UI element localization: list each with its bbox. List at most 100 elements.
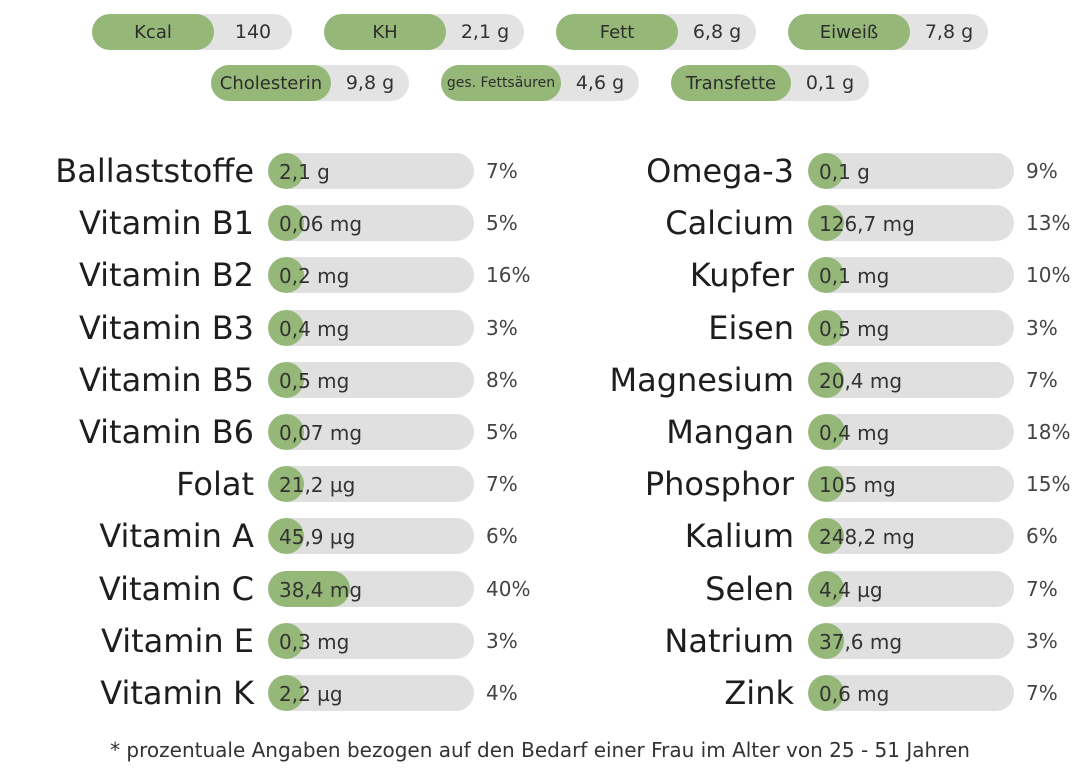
- summary-pill-transfette: Transfette 0,1 g: [671, 65, 869, 101]
- nutrient-amount: 0,4 mg: [819, 420, 890, 445]
- nutrient-amount: 0,06 mg: [279, 212, 363, 237]
- summary-pill-fett: Fett 6,8 g: [556, 14, 756, 50]
- nutrient-percent: 7%: [486, 472, 518, 497]
- nutrient-percent: 3%: [486, 628, 518, 653]
- nutrient-bar-fill: [268, 674, 304, 711]
- summary-label: Eiweiß: [788, 14, 910, 50]
- summary-value: 7,8 g: [924, 21, 974, 43]
- nutrient-row: Vitamin B1 0,06 mg 5%: [0, 204, 540, 256]
- nutrient-name: Vitamin E: [101, 621, 254, 660]
- nutrient-amount: 20,4 mg: [819, 368, 903, 393]
- nutrient-row: Kalium 248,2 mg 6%: [540, 517, 1080, 569]
- nutrient-amount: 0,4 mg: [279, 316, 350, 341]
- nutrient-amount: 0,3 mg: [279, 629, 350, 654]
- nutrient-amount: 0,5 mg: [279, 368, 350, 393]
- nutrient-amount: 21,2 µg: [279, 473, 356, 498]
- nutrient-row: Ballaststoffe 2,1 g 7%: [0, 152, 540, 204]
- nutrient-bar: 2,1 g: [268, 153, 474, 189]
- nutrient-name: Vitamin A: [99, 517, 254, 556]
- nutrient-percent: 40%: [486, 576, 531, 601]
- nutrient-bar: 0,3 mg: [268, 622, 474, 659]
- nutrient-name: Vitamin C: [98, 569, 254, 608]
- nutrient-bar: 2,2 µg: [268, 674, 474, 711]
- nutrient-amount: 0,2 mg: [279, 264, 350, 289]
- nutrient-amount: 0,1 g: [819, 160, 870, 184]
- summary-pill-cholesterin: Cholesterin 9,8 g: [211, 65, 409, 101]
- nutrient-name: Kalium: [684, 517, 794, 556]
- nutrient-bar-fill: [268, 205, 304, 242]
- nutrient-percent: 3%: [1026, 628, 1058, 653]
- nutrient-row: Selen 4,4 µg 7%: [540, 570, 1080, 622]
- nutrient-name: Zink: [724, 673, 794, 712]
- nutrient-bar-fill: [268, 570, 350, 607]
- nutrient-name: Mangan: [666, 412, 794, 451]
- nutrient-amount: 105 mg: [819, 473, 896, 498]
- nutrient-name: Kupfer: [689, 256, 794, 295]
- nutrient-name: Vitamin K: [100, 673, 254, 712]
- nutrient-amount: 0,6 mg: [819, 681, 890, 706]
- nutrient-row: Calcium 126,7 mg 13%: [540, 204, 1080, 256]
- nutrient-bar-fill: [268, 309, 304, 346]
- summary-row-2: Cholesterin 9,8 g ges. Fettsäuren 4,6 g …: [0, 65, 1080, 101]
- nutrient-percent: 3%: [486, 315, 518, 340]
- summary-value: 2,1 g: [460, 21, 510, 43]
- nutrient-name: Vitamin B2: [78, 256, 254, 295]
- nutrient-bar: 4,4 µg: [808, 570, 1014, 607]
- nutrient-percent: 7%: [1026, 367, 1058, 392]
- nutrient-percent: 18%: [1026, 419, 1071, 444]
- nutrient-row: Kupfer 0,1 mg 10%: [540, 256, 1080, 308]
- nutrient-percent: 15%: [1026, 472, 1071, 497]
- nutrient-row: Magnesium 20,4 mg 7%: [540, 361, 1080, 413]
- nutrient-percent: 7%: [1026, 680, 1058, 705]
- nutrient-bar-fill: [268, 413, 304, 450]
- summary-label: Cholesterin: [211, 65, 331, 101]
- nutrient-name: Omega-3: [646, 152, 794, 190]
- nutrient-amount: 45,9 µg: [279, 525, 356, 550]
- nutrient-bar-fill: [268, 466, 304, 503]
- summary-value: 0,1 g: [805, 72, 855, 94]
- summary-value: 4,6 g: [575, 72, 625, 94]
- nutrient-bar: 105 mg: [808, 466, 1014, 503]
- summary-value: 9,8 g: [345, 72, 395, 94]
- nutrient-row: Zink 0,6 mg 7%: [540, 674, 1080, 726]
- nutrient-percent: 7%: [486, 159, 518, 183]
- nutrient-bar: 0,1 mg: [808, 257, 1014, 294]
- nutrient-column-left: Ballaststoffe 2,1 g 7% Vitamin B1 0,06 mg 5% V…: [0, 152, 540, 726]
- nutrient-row: Vitamin B2 0,2 mg 16%: [0, 256, 540, 308]
- nutrient-name: Ballaststoffe: [55, 152, 254, 190]
- nutrient-amount: 0,1 mg: [819, 264, 890, 289]
- nutrient-percent: 8%: [486, 367, 518, 392]
- nutrient-row: Vitamin E 0,3 mg 3%: [0, 622, 540, 674]
- nutrient-amount: 37,6 mg: [819, 629, 903, 654]
- nutrient-bar: 20,4 mg: [808, 361, 1014, 398]
- nutrient-percent: 16%: [486, 263, 531, 288]
- nutrient-name: Vitamin B1: [78, 204, 254, 243]
- nutrient-bar-fill: [808, 622, 844, 659]
- nutrient-row: Vitamin K 2,2 µg 4%: [0, 674, 540, 726]
- nutrient-bar-fill: [268, 153, 304, 189]
- nutrient-name: Vitamin B6: [78, 412, 254, 451]
- nutrient-name: Eisen: [708, 308, 794, 347]
- summary-pill-eiweiss: Eiweiß 7,8 g: [788, 14, 988, 50]
- nutrient-bar: 248,2 mg: [808, 518, 1014, 555]
- nutrient-row: Vitamin A 45,9 µg 6%: [0, 517, 540, 569]
- nutrient-bar: 0,06 mg: [268, 205, 474, 242]
- nutrient-bar: 0,2 mg: [268, 257, 474, 294]
- nutrient-bar: 0,5 mg: [808, 309, 1014, 346]
- nutrient-bar: 126,7 mg: [808, 205, 1014, 242]
- nutrient-bar: 0,5 mg: [268, 361, 474, 398]
- summary-pill-kcal: Kcal 140: [92, 14, 292, 50]
- nutrient-percent: 4%: [486, 680, 518, 705]
- nutrient-bar: 0,4 mg: [808, 413, 1014, 450]
- summary-value: 6,8 g: [692, 21, 742, 43]
- nutrient-row: Vitamin B5 0,5 mg 8%: [0, 361, 540, 413]
- nutrient-name: Vitamin B3: [78, 308, 254, 347]
- nutrient-percent: 5%: [486, 419, 518, 444]
- nutrient-bar: 0,07 mg: [268, 413, 474, 450]
- nutrient-row: Vitamin B3 0,4 mg 3%: [0, 309, 540, 361]
- nutrient-bar-fill: [808, 674, 844, 711]
- nutrient-bar: 0,1 g: [808, 153, 1014, 189]
- nutrient-percent: 3%: [1026, 315, 1058, 340]
- nutrient-bar: 0,6 mg: [808, 674, 1014, 711]
- nutrient-row: Folat 21,2 µg 7%: [0, 465, 540, 517]
